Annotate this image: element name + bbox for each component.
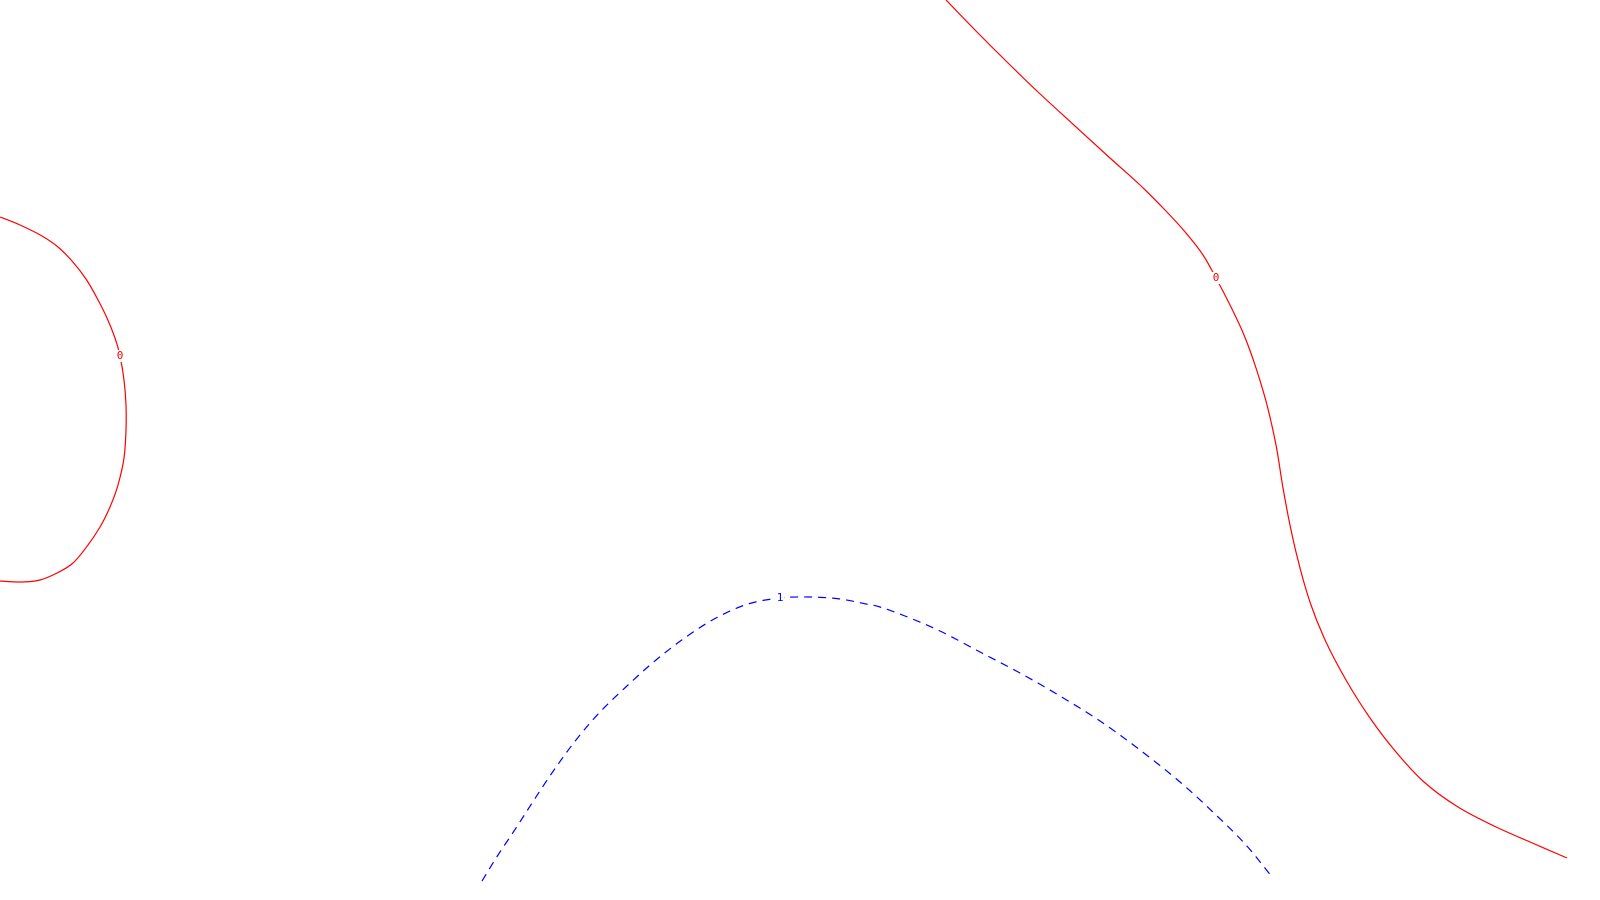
contour-label-bg	[1212, 272, 1220, 284]
contour-lines	[0, 0, 1568, 882]
contour-line-level-0-left-loop	[0, 216, 127, 583]
contour-labels: 0 0 1	[116, 271, 1220, 604]
contour-line-level-1-lower-arc	[481, 596, 1273, 882]
contour-label-level-0: 0	[117, 349, 124, 362]
contour-line-level-0-right-curve	[945, 0, 1568, 859]
contour-label-bg	[776, 592, 784, 604]
contour-label-bg	[116, 350, 124, 362]
contour-label-level-1: 1	[777, 591, 784, 604]
contour-label-level-0: 0	[1213, 271, 1220, 284]
